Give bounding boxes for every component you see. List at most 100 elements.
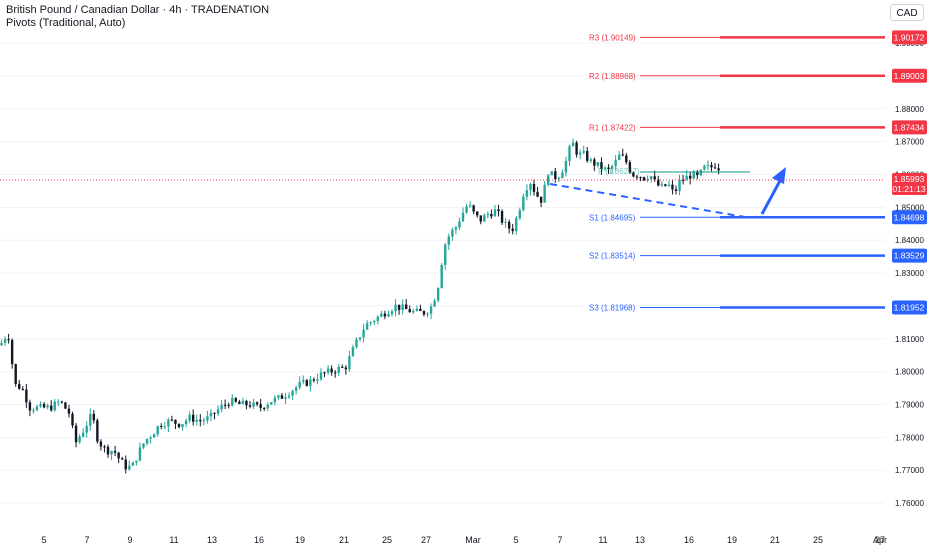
candle-body <box>110 450 113 455</box>
candle-body <box>35 406 39 411</box>
y-tick-label: 1.88000 <box>895 105 924 114</box>
candle-body <box>532 184 536 192</box>
x-tick-label: 11 <box>598 535 607 545</box>
candle-body <box>507 221 511 229</box>
candle-body <box>149 437 152 439</box>
x-tick-label: 16 <box>254 535 264 545</box>
candle-body <box>625 155 628 163</box>
candle-body <box>600 162 603 170</box>
candle-body <box>603 167 607 170</box>
candle-body <box>660 184 663 186</box>
candle-body <box>121 458 124 460</box>
y-tick-label: 1.80000 <box>895 368 924 377</box>
candle-body <box>71 413 74 426</box>
candle-body <box>3 339 7 343</box>
candle-body <box>184 420 188 425</box>
candle-body <box>309 379 312 386</box>
candle-body <box>334 372 337 374</box>
candle-body <box>547 175 550 185</box>
candle-body <box>440 264 443 289</box>
x-tick-label: 11 <box>169 535 178 545</box>
candle-body <box>231 398 234 406</box>
candle-body <box>578 152 582 155</box>
y-tick-label: 1.84000 <box>895 236 924 245</box>
candle-body <box>582 151 585 153</box>
candle-body <box>330 368 333 373</box>
candle-body <box>206 416 209 421</box>
candle-body <box>160 426 163 428</box>
candle-body <box>454 227 458 230</box>
candle-body <box>550 171 553 176</box>
candle-body <box>85 425 88 433</box>
candle-body <box>405 304 408 310</box>
candle-body <box>664 184 667 186</box>
price-tag-text-s1: 1.84698 <box>894 212 925 222</box>
breakout-arrow-shaft[interactable] <box>760 178 783 215</box>
candle-body <box>259 404 262 409</box>
x-tick-label: 19 <box>295 535 305 545</box>
currency-button[interactable]: CAD <box>890 4 924 21</box>
candle-body <box>621 154 624 156</box>
pivot-label-r2: R2 (1.88968) <box>589 72 636 81</box>
candle-body <box>696 171 699 176</box>
candle-body <box>287 395 291 398</box>
candle-body <box>284 397 287 399</box>
candle-body <box>511 228 514 232</box>
x-tick-label: 19 <box>727 535 737 545</box>
candle-body <box>713 167 717 169</box>
candle-body <box>479 215 482 222</box>
price-tag-r2 <box>892 68 927 83</box>
price-axis[interactable]: 1.900001.890001.880001.870001.860001.850… <box>895 39 924 508</box>
symbol-title[interactable]: British Pound / Canadian Dollar · 4h · T… <box>6 4 270 16</box>
candle-body <box>344 367 348 370</box>
candle-body <box>607 167 610 169</box>
candle-body <box>472 205 475 212</box>
price-tag-text-r3: 1.90172 <box>894 32 925 42</box>
candle-body <box>557 178 561 180</box>
x-tick-label: 13 <box>635 535 645 545</box>
candle-body <box>408 309 411 313</box>
x-tick-label: 13 <box>207 535 217 545</box>
candle-body <box>586 151 589 161</box>
price-tag-s1 <box>892 210 927 225</box>
candle-body <box>96 420 99 442</box>
candle-body <box>0 342 3 346</box>
candle-body <box>39 403 42 407</box>
candle-body <box>646 178 649 181</box>
candle-body <box>568 146 571 161</box>
candle-body <box>635 176 639 178</box>
candle-body <box>703 165 706 170</box>
candle-body <box>298 381 301 388</box>
candle-body <box>451 229 454 237</box>
x-tick-label: 21 <box>339 535 349 545</box>
candle-body <box>401 304 404 310</box>
candle-body <box>710 165 713 168</box>
candle-body <box>227 404 230 406</box>
candle-body <box>610 166 614 169</box>
candle-body <box>145 438 149 444</box>
candle-body <box>554 171 557 180</box>
x-tick-label: Mar <box>465 535 481 545</box>
candle-body <box>415 308 419 311</box>
candle-body <box>323 372 326 374</box>
candle-body <box>465 206 468 213</box>
price-tag-s2 <box>892 248 927 263</box>
chart-grid <box>0 42 885 504</box>
candle-body <box>14 364 17 384</box>
candle-body <box>525 190 529 197</box>
candle-body <box>444 244 447 265</box>
descending-trendline[interactable] <box>549 183 746 218</box>
candle-body <box>216 409 220 414</box>
y-tick-label: 1.87000 <box>895 138 924 147</box>
candle-body <box>103 446 106 448</box>
candle-body <box>657 179 660 186</box>
drawings: P (1.86247) <box>549 167 786 218</box>
candle-body <box>522 196 525 211</box>
price-tag-r1 <box>892 120 927 135</box>
candle-body <box>458 221 461 228</box>
candle-body <box>717 168 720 171</box>
price-tag-text-r1: 1.87434 <box>894 122 925 132</box>
indicator-legend[interactable]: Pivots (Traditional, Auto) <box>6 17 126 29</box>
